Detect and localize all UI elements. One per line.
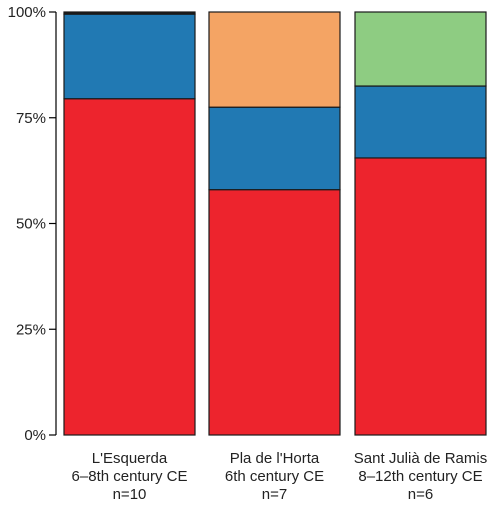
y-tick-label: 75%: [16, 110, 46, 127]
y-axis: 0% 25% 50% 75% 100%: [8, 4, 57, 444]
bar-segment: [63, 11, 196, 15]
bar-segment: [208, 106, 341, 191]
bar-segment: [63, 13, 196, 100]
x-category-label: n=6: [408, 486, 433, 503]
x-category-label: L'Esquerda: [92, 450, 168, 467]
x-category-label: 6th century CE: [225, 468, 324, 485]
bar-segment: [63, 98, 196, 436]
y-tick-label: 50%: [16, 216, 46, 233]
x-category-label: n=7: [262, 486, 287, 503]
bar-segment: [354, 11, 487, 87]
y-tick-label: 0%: [24, 427, 46, 444]
bar-stack: [208, 11, 341, 436]
x-category-label: 6–8th century CE: [72, 468, 188, 485]
x-category-label: Pla de l'Horta: [230, 450, 320, 467]
x-category-label: n=10: [113, 486, 147, 503]
bar-stack: [63, 11, 196, 436]
y-tick-label: 25%: [16, 321, 46, 338]
x-category-label: 8–12th century CE: [358, 468, 482, 485]
bar-segment: [354, 157, 487, 436]
x-category-label: Sant Julià de Ramis: [354, 450, 487, 467]
bar-segment: [208, 189, 341, 436]
bars: [63, 11, 487, 436]
y-tick-label: 100%: [8, 4, 46, 21]
bar-segment: [208, 11, 341, 108]
bar-stack: [354, 11, 487, 436]
bar-segment: [354, 85, 487, 159]
